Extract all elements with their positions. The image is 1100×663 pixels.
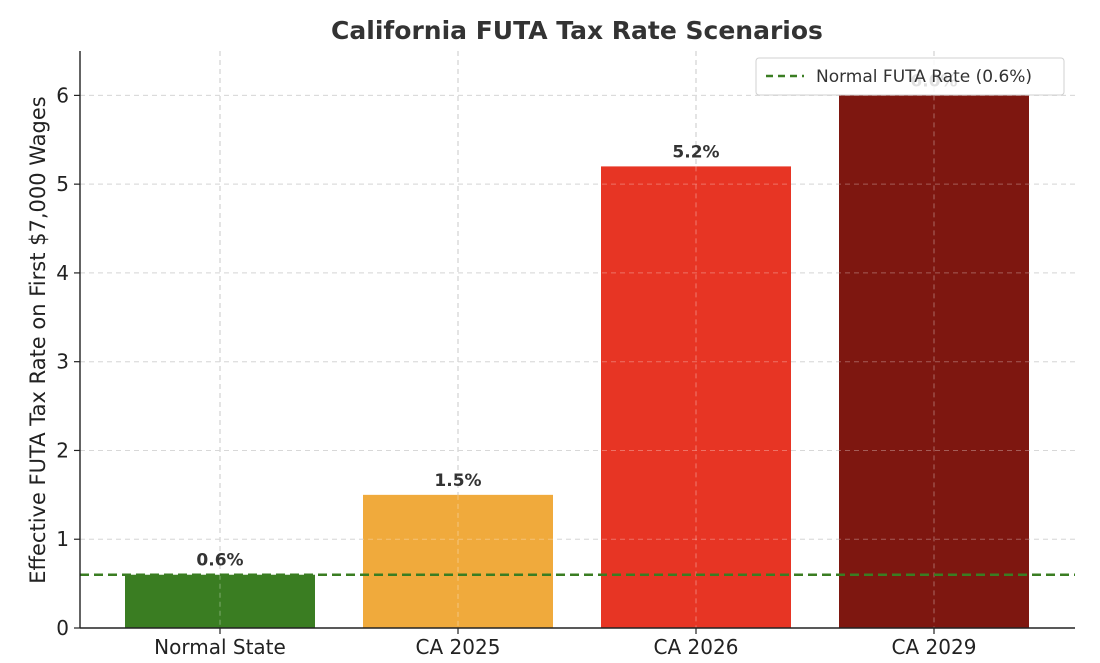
bar-ca-2029 (839, 95, 1029, 628)
y-tick-label: 4 (56, 261, 69, 285)
x-tick-label: CA 2025 (416, 635, 501, 659)
legend-entry-label: Normal FUTA Rate (0.6%) (816, 67, 1032, 87)
axes: 0 1 2 3 4 5 6 Normal State CA 2025 CA 2026 CA 2029 (56, 51, 1075, 659)
chart-title: California FUTA Tax Rate Scenarios (331, 16, 823, 45)
bar-ca-2026 (601, 166, 791, 628)
data-label: 0.6% (196, 551, 243, 571)
y-tick-label: 5 (56, 172, 69, 196)
data-label: 5.2% (672, 142, 719, 162)
x-tick-label: CA 2029 (892, 635, 977, 659)
legend-box (755, 57, 1065, 96)
y-tick-label: 0 (56, 616, 69, 640)
data-label: 1.5% (434, 471, 481, 491)
x-tick-label: CA 2026 (654, 635, 739, 659)
x-tick-label: Normal State (154, 635, 286, 659)
y-tick-label: 2 (56, 438, 69, 462)
bar-ca-2025 (363, 494, 553, 628)
y-tick-label: 3 (56, 350, 69, 374)
y-tick-label: 1 (56, 527, 69, 551)
y-axis-label: Effective FUTA Tax Rate on First $7,000 … (26, 96, 50, 583)
legend: Normal FUTA Rate (0.6%) (755, 57, 1065, 96)
y-tick-label: 6 (56, 83, 69, 107)
bars (80, 94, 1075, 628)
bar-normal-state (125, 574, 315, 628)
